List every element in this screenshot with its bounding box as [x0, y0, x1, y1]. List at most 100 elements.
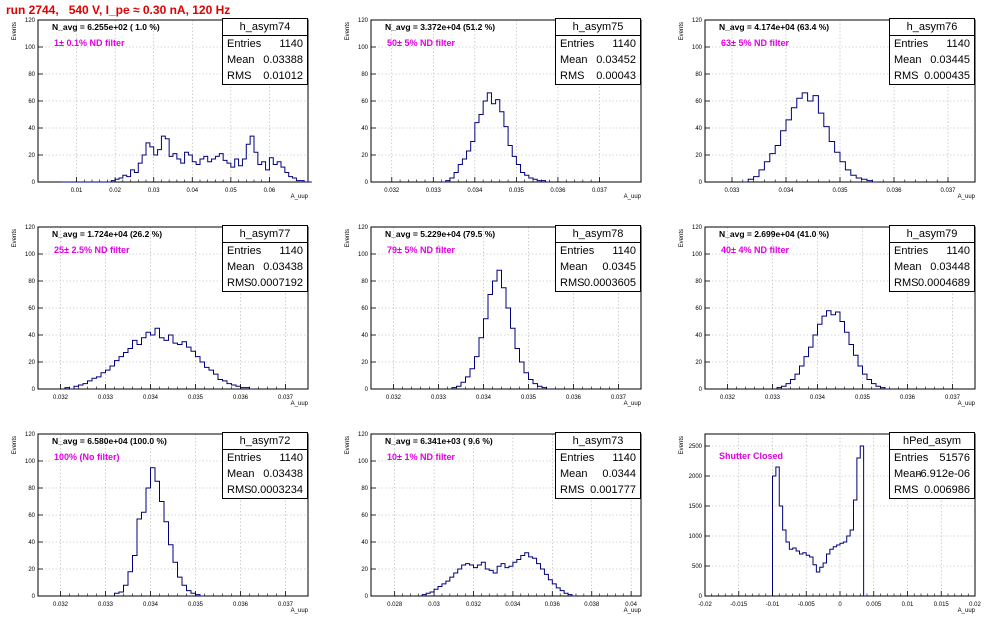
stats-label: RMS [894, 277, 919, 289]
stats-row-mean: Mean 0.0345 [556, 259, 640, 275]
stats-label: RMS [560, 277, 585, 289]
histogram-name: h_asym72 [223, 433, 307, 450]
x-tick-label: 0.06 [264, 188, 276, 194]
stats-label: Entries [227, 245, 262, 257]
y-tick-label: 40 [28, 333, 35, 339]
x-tick-label: 0.032 [466, 602, 482, 608]
stats-value: 0.006986 [924, 484, 970, 496]
x-tick-label: 0.036 [566, 395, 582, 401]
y-axis-title: Events [345, 22, 351, 40]
x-axis-title: A_uup [958, 194, 976, 200]
x-tick-label: 0.036 [550, 188, 566, 194]
x-tick-label: 0.033 [98, 602, 114, 608]
filter-label: 10± 1% ND filter [387, 452, 455, 462]
y-tick-label: 40 [695, 126, 702, 132]
y-tick-label: 60 [28, 306, 35, 312]
histogram-series [451, 269, 551, 390]
histogram-panel-h_asym76: 0.033 0.034 0.035 0.036 0.037 0 20 40 60 80 100 120… [675, 16, 995, 206]
y-tick-label: 120 [25, 432, 36, 438]
x-tick-label: 0.038 [584, 602, 600, 608]
stats-label: RMS [227, 277, 252, 289]
stats-row-mean: Mean -6.912e-06 [890, 466, 974, 482]
x-tick-label: 0.036 [233, 395, 249, 401]
stats-value: 1140 [612, 245, 636, 257]
stats-label: Entries [560, 452, 595, 464]
x-tick-label: 0.03 [428, 602, 440, 608]
stats-label: Mean [227, 468, 255, 480]
y-tick-label: 0 [365, 387, 369, 393]
stats-row-rms: RMS 0.0003234 [223, 482, 307, 498]
x-tick-label: 0.033 [765, 395, 781, 401]
x-tick-label: 0.032 [720, 395, 736, 401]
stats-value: 1140 [946, 245, 970, 257]
x-tick-label: 0.04 [625, 602, 637, 608]
histogram-name: h_asym74 [223, 19, 307, 36]
histogram-name: h_asym79 [890, 226, 974, 243]
y-tick-label: 20 [361, 567, 368, 573]
n-avg-label: N_avg = 3.372e+04 (51.2 %) [385, 22, 496, 32]
y-tick-label: 1500 [689, 504, 703, 510]
filter-label: 79± 5% ND filter [387, 245, 455, 255]
stats-label: Entries [894, 38, 929, 50]
stats-row-rms: RMS 0.0004689 [890, 275, 974, 291]
x-tick-label: 0.034 [143, 395, 159, 401]
stats-value: 0.0003234 [251, 484, 303, 496]
x-axis-title: A_uup [291, 194, 309, 200]
x-tick-label: 0.01 [71, 188, 83, 194]
histogram-panel-h_asym78: 0.032 0.033 0.034 0.035 0.036 0.037 0 20 40 60 80 1… [341, 223, 661, 413]
x-tick-label: 0.034 [505, 602, 521, 608]
stats-label: Mean [894, 54, 922, 66]
histogram-series [776, 310, 890, 390]
stats-value: 0.03438 [263, 261, 303, 273]
x-tick-label: 0.033 [431, 395, 447, 401]
y-axis-title: Events [345, 436, 351, 454]
filter-label: 1± 0.1% ND filter [54, 38, 125, 48]
stats-row-entries: Entries 1140 [890, 36, 974, 52]
x-tick-label: 0.036 [233, 602, 249, 608]
n-avg-label: N_avg = 6.580e+04 (100.0 %) [52, 436, 167, 446]
x-tick-label: 0.035 [188, 395, 204, 401]
stats-label: RMS [227, 484, 252, 496]
stats-value: 1140 [279, 38, 303, 50]
y-axis-title: Events [679, 22, 685, 40]
y-tick-label: 80 [28, 72, 35, 78]
stats-row-rms: RMS 0.000435 [890, 68, 974, 84]
stats-box: h_asym78 Entries 1140 Mean 0.0345 RMS 0.000360… [555, 225, 641, 292]
stats-value: 0.03445 [930, 54, 970, 66]
stats-value: 0.0003605 [584, 277, 636, 289]
histogram-series [421, 552, 576, 597]
x-tick-label: -0.02 [698, 602, 712, 608]
y-tick-label: 0 [365, 180, 369, 186]
y-tick-label: 1000 [689, 534, 703, 540]
x-axis-title: A_uup [291, 401, 309, 407]
y-tick-label: 20 [695, 360, 702, 366]
y-tick-label: 40 [695, 333, 702, 339]
histogram-panel-hPed_asym: -0.02 -0.015 -0.01 -0.005 0 0.005 0.01 0.015 0.0… [675, 430, 995, 620]
stats-label: RMS [894, 484, 919, 496]
y-axis-title: Events [12, 22, 18, 40]
x-axis-title: A_uup [958, 401, 976, 407]
histogram-panel-h_asym79: 0.032 0.033 0.034 0.035 0.036 0.037 0 20 40 60 80 1… [675, 223, 995, 413]
stats-label: Entries [560, 38, 595, 50]
filter-label: 63± 5% ND filter [721, 38, 789, 48]
x-tick-label: 0.005 [866, 602, 882, 608]
stats-label: Entries [894, 245, 929, 257]
y-tick-label: 0 [365, 594, 369, 600]
stats-value: 1140 [279, 452, 303, 464]
n-avg-label: N_avg = 4.174e+04 (63.4 %) [719, 22, 830, 32]
y-tick-label: 60 [695, 306, 702, 312]
y-tick-label: 20 [28, 567, 35, 573]
stats-row-mean: Mean 0.03438 [223, 259, 307, 275]
x-axis-title: A_uup [624, 194, 642, 200]
x-tick-label: 0.03 [148, 188, 160, 194]
stats-value: 0.03388 [263, 54, 303, 66]
histogram-panel-h_asym72: 0.032 0.033 0.034 0.035 0.036 0.037 0 20 40 60 80 1… [8, 430, 328, 620]
n-avg-label: N_avg = 2.699e+04 (41.0 %) [719, 229, 830, 239]
filter-label: 100% (No filter) [54, 452, 120, 462]
stats-value: -6.912e-06 [916, 468, 970, 480]
y-tick-label: 2000 [689, 474, 703, 480]
x-tick-label: 0.05 [225, 188, 237, 194]
run-title: run 2744, 540 V, I_pe ≈ 0.30 nA, 120 Hz [6, 3, 231, 17]
stats-row-entries: Entries 51576 [890, 450, 974, 466]
y-tick-label: 80 [361, 279, 368, 285]
